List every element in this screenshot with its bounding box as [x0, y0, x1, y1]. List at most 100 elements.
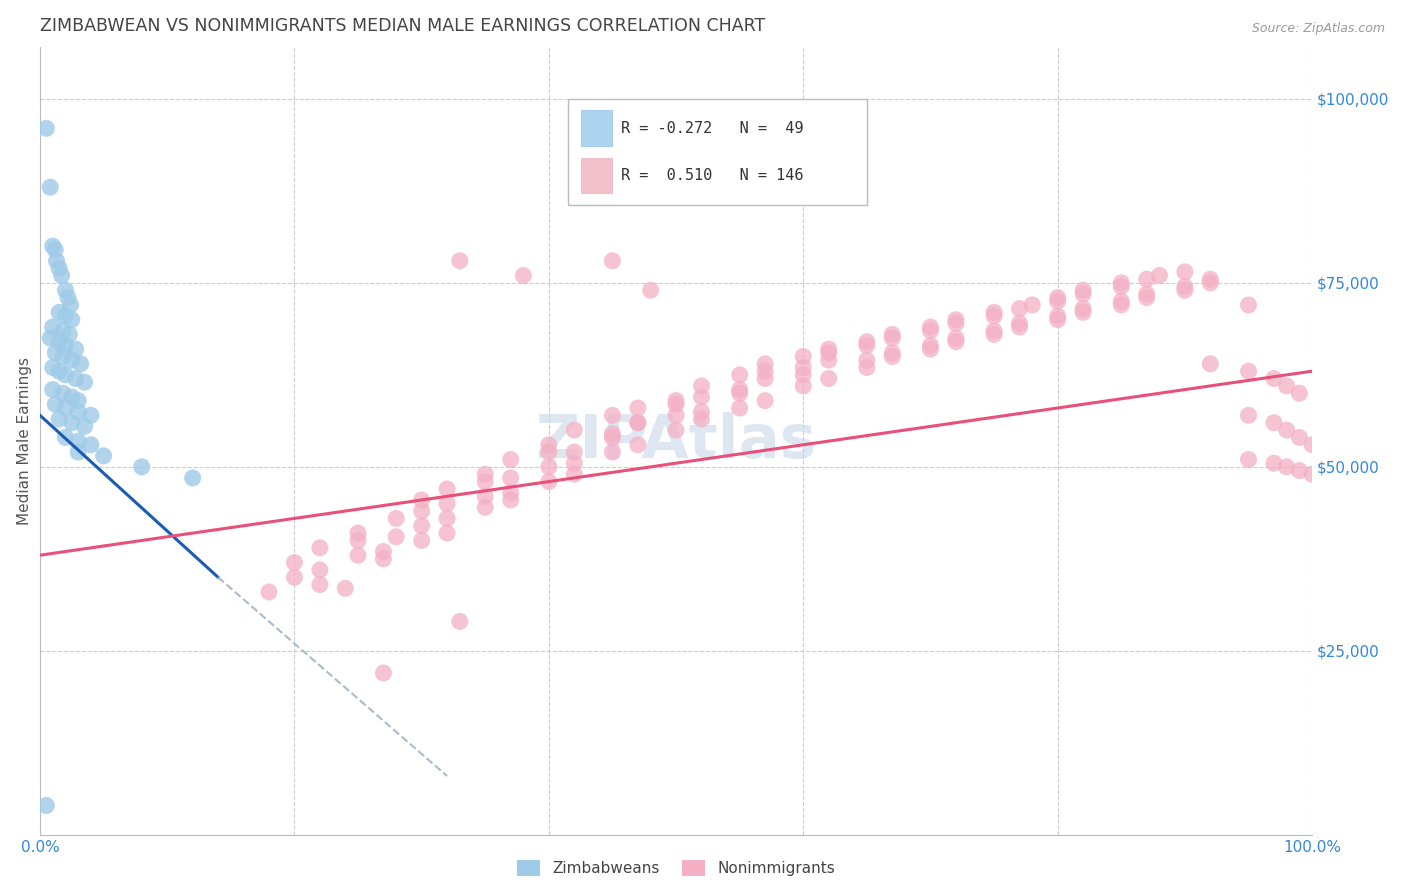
Point	[39, 331, 62, 345]
Point	[411, 518, 433, 533]
Point	[1263, 456, 1285, 470]
Point	[562, 423, 585, 437]
Point	[512, 268, 534, 283]
Point	[754, 357, 776, 371]
Point	[48, 261, 70, 276]
Point	[1301, 438, 1323, 452]
Point	[93, 449, 115, 463]
Point	[537, 438, 560, 452]
Point	[920, 320, 942, 334]
Point	[308, 563, 330, 577]
Point	[436, 497, 458, 511]
Point	[41, 239, 63, 253]
Point	[411, 504, 433, 518]
Point	[920, 342, 942, 356]
Point	[882, 350, 904, 364]
Point	[1109, 279, 1132, 293]
Point	[39, 180, 62, 194]
Point	[60, 312, 83, 326]
Point	[1008, 320, 1031, 334]
Point	[1071, 301, 1094, 316]
Point	[728, 383, 751, 397]
Point	[945, 312, 967, 326]
Point	[945, 334, 967, 349]
Point	[58, 327, 80, 342]
Point	[1008, 301, 1031, 316]
Point	[373, 665, 395, 680]
Point	[449, 615, 471, 629]
Point	[1199, 357, 1222, 371]
Point	[792, 379, 814, 393]
Point	[60, 390, 83, 404]
Point	[499, 471, 522, 485]
Point	[1263, 416, 1285, 430]
Point	[882, 327, 904, 342]
Point	[67, 393, 90, 408]
Point	[283, 570, 305, 584]
Point	[1237, 364, 1260, 378]
Point	[627, 438, 650, 452]
Text: R =  0.510   N = 146: R = 0.510 N = 146	[621, 169, 804, 183]
Point	[1174, 283, 1197, 297]
Point	[67, 445, 90, 459]
Point	[983, 327, 1005, 342]
Point	[385, 511, 408, 525]
Point	[308, 541, 330, 555]
Point	[55, 368, 77, 382]
Point	[1046, 309, 1069, 323]
Point	[817, 371, 839, 385]
Text: ZIMBABWEAN VS NONIMMIGRANTS MEDIAN MALE EARNINGS CORRELATION CHART: ZIMBABWEAN VS NONIMMIGRANTS MEDIAN MALE …	[39, 17, 765, 35]
Point	[80, 438, 103, 452]
Point	[35, 798, 58, 813]
Point	[55, 338, 77, 352]
Point	[1301, 467, 1323, 482]
Point	[920, 324, 942, 338]
Point	[411, 493, 433, 508]
Point	[1136, 286, 1159, 301]
Point	[51, 268, 73, 283]
Point	[45, 253, 67, 268]
Point	[562, 456, 585, 470]
Point	[537, 445, 560, 459]
Point	[41, 383, 63, 397]
Point	[436, 482, 458, 496]
Point	[257, 585, 280, 599]
Point	[627, 416, 650, 430]
Point	[283, 556, 305, 570]
Point	[52, 350, 75, 364]
Point	[1275, 459, 1298, 474]
Point	[792, 368, 814, 382]
Point	[1046, 294, 1069, 309]
Bar	[581, 111, 613, 145]
Point	[817, 353, 839, 368]
Point	[728, 401, 751, 415]
Point	[69, 357, 91, 371]
Point	[983, 324, 1005, 338]
Point	[1237, 409, 1260, 423]
Point	[308, 577, 330, 591]
Point	[41, 320, 63, 334]
Point	[562, 467, 585, 482]
Point	[754, 364, 776, 378]
Point	[1288, 430, 1310, 444]
Text: ZIPAtlas: ZIPAtlas	[536, 411, 817, 471]
Point	[602, 253, 624, 268]
Point	[1288, 464, 1310, 478]
Point	[55, 401, 77, 415]
Point	[792, 350, 814, 364]
Point	[882, 346, 904, 360]
Point	[499, 452, 522, 467]
Point	[48, 364, 70, 378]
Point	[373, 544, 395, 558]
Point	[665, 397, 688, 411]
Point	[665, 423, 688, 437]
Point	[436, 526, 458, 541]
Point	[52, 386, 75, 401]
Point	[48, 334, 70, 349]
Point	[181, 471, 204, 485]
Point	[754, 393, 776, 408]
Point	[1008, 316, 1031, 330]
Point	[817, 346, 839, 360]
FancyBboxPatch shape	[568, 98, 868, 205]
Point	[602, 445, 624, 459]
